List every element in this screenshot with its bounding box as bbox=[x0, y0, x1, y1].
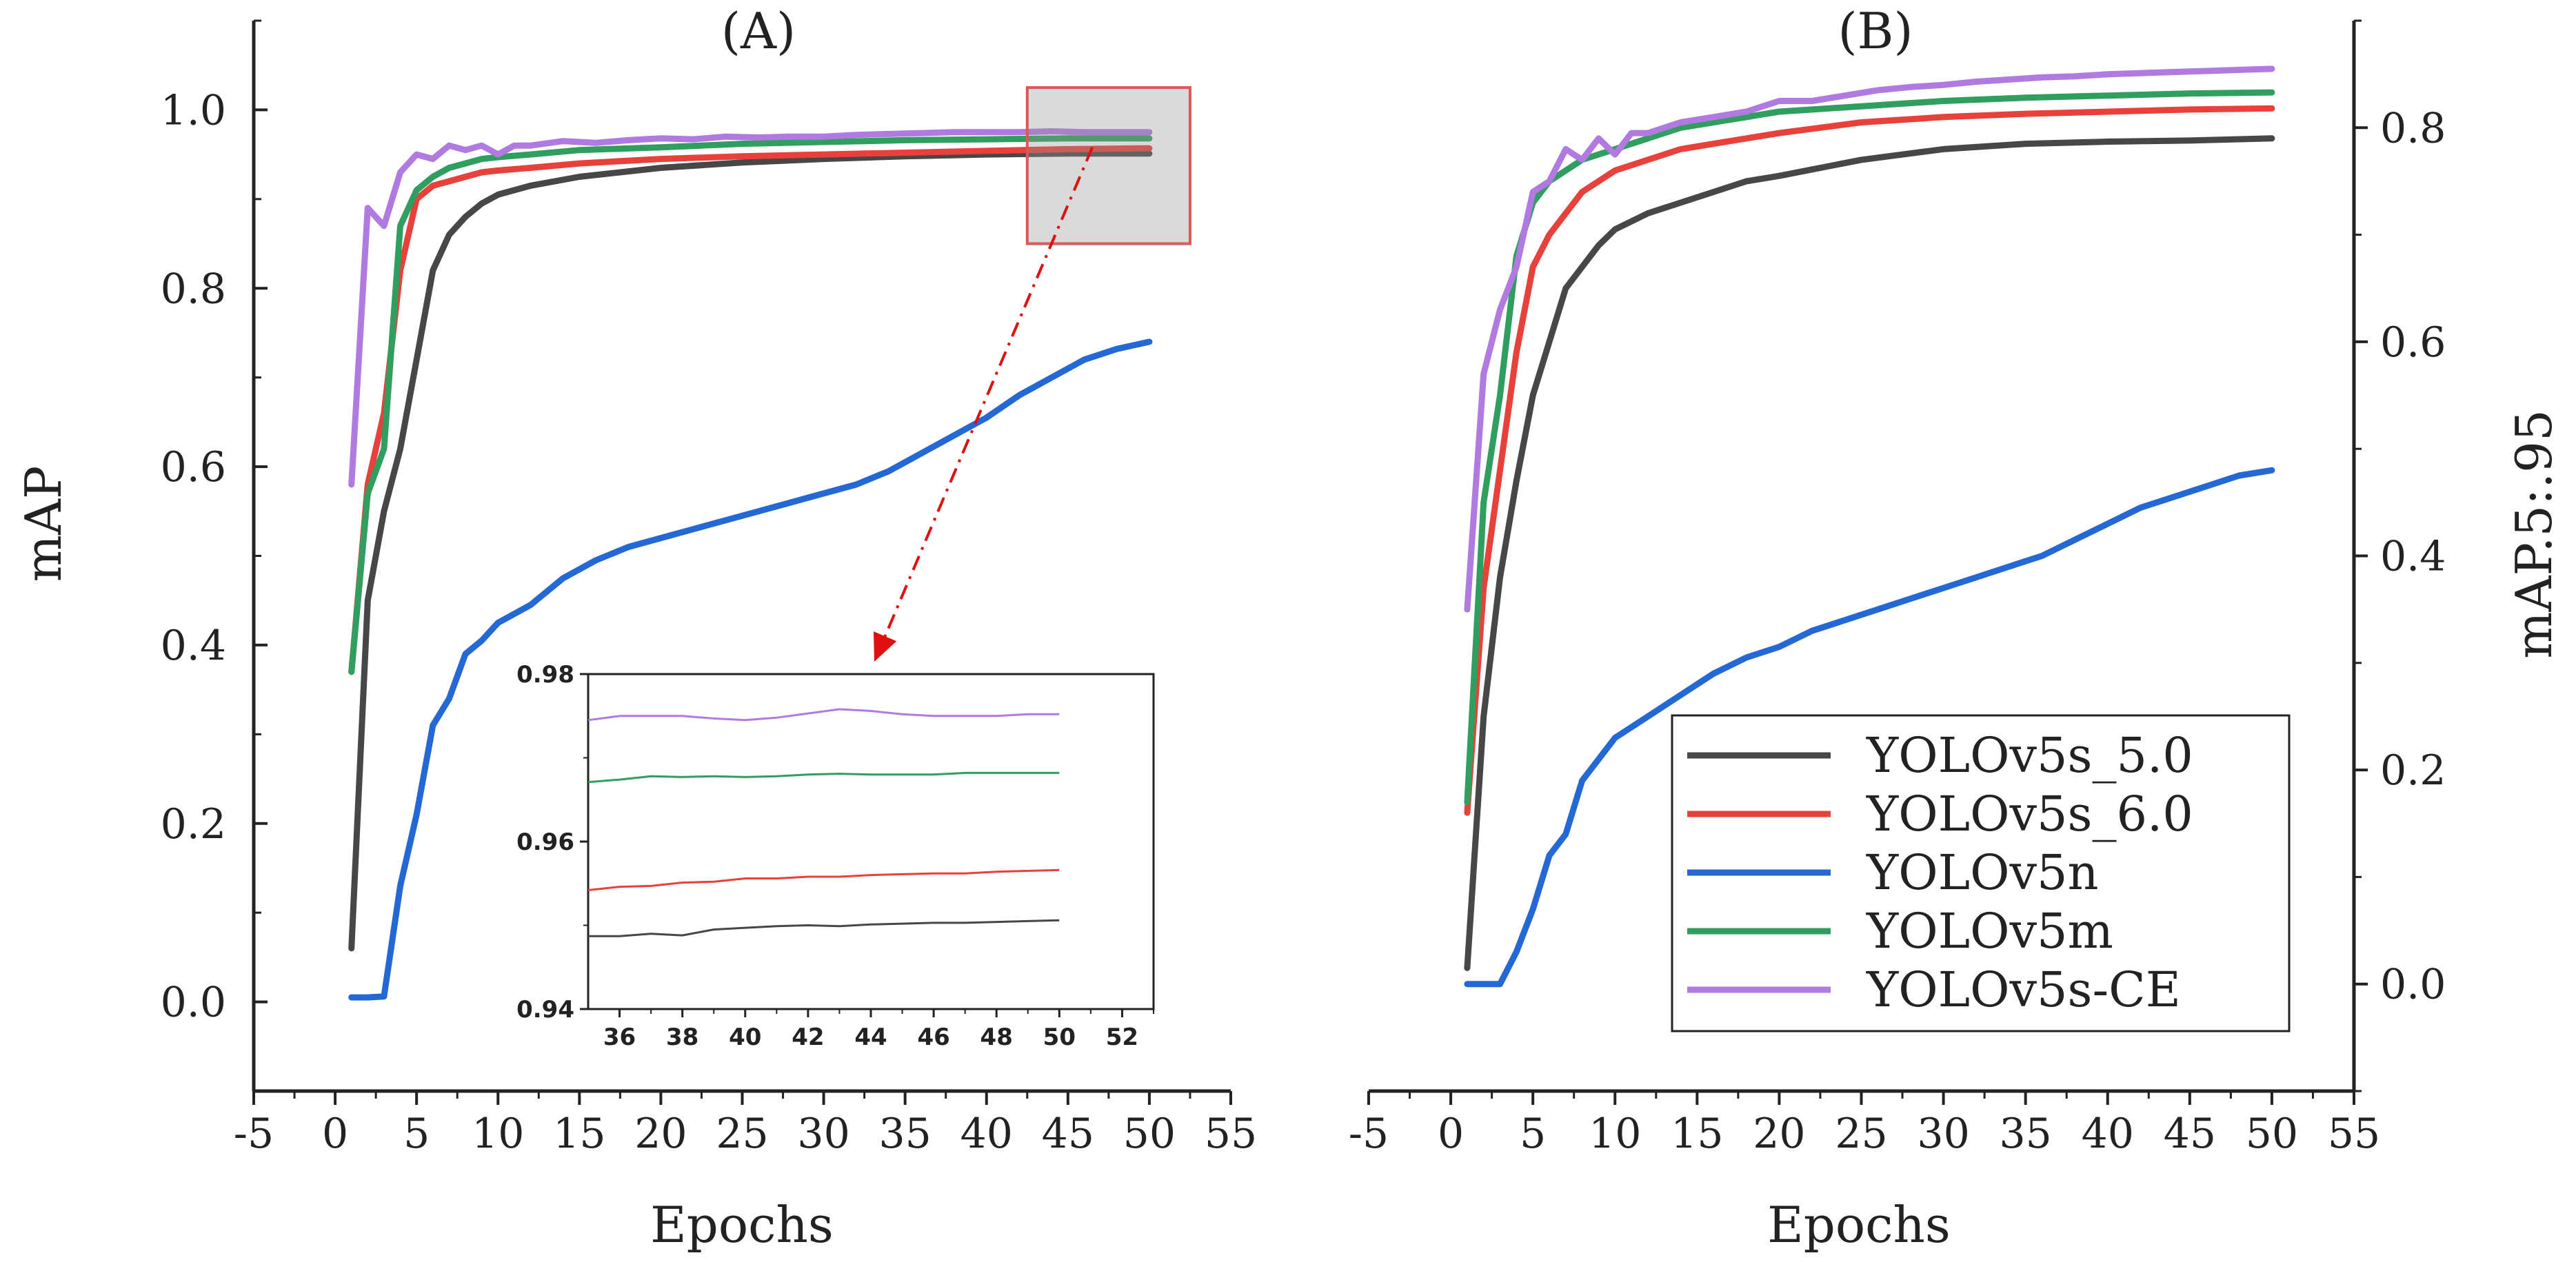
inset-x-tick-label: 40 bbox=[729, 1024, 761, 1051]
x-tick-label: 5 bbox=[403, 1110, 430, 1158]
x-tick-label: -5 bbox=[234, 1110, 274, 1158]
y-tick-label: 0.4 bbox=[161, 622, 226, 670]
inset-y-tick-label: 0.98 bbox=[516, 661, 574, 689]
zoom-region-box bbox=[1025, 86, 1191, 245]
series-line-yolov5s-5-0 bbox=[348, 150, 1153, 952]
legend-label-yolov5s-6-0: YOLOv5s_6.0 bbox=[1866, 786, 2193, 842]
inset-series bbox=[587, 708, 1060, 937]
series-line-yolov5n bbox=[348, 338, 1153, 1001]
panel-a-y-ticks: 0.0 0.2 0.4 0.6 0.8 1.0 bbox=[161, 19, 268, 1092]
x-tick-label: 55 bbox=[2328, 1110, 2380, 1158]
panel-b-y-ticks: 0.0 0.2 0.4 0.6 0.8 bbox=[2354, 19, 2446, 1092]
x-tick-label: 15 bbox=[1671, 1110, 1723, 1158]
x-tick-label: 15 bbox=[553, 1110, 605, 1158]
inset-series-line-yolov5s-ce bbox=[587, 708, 1060, 722]
series-line-yolov5s-6-0 bbox=[1464, 105, 2275, 816]
legend: YOLOv5s_5.0YOLOv5s_6.0YOLOv5nYOLOv5mYOLO… bbox=[1671, 714, 2291, 1032]
x-tick-label: 0 bbox=[322, 1110, 348, 1158]
inset-zoom-chart: 36 38 40 42 44 46 48 50 52 0.94 0.96 0.98 bbox=[516, 661, 1155, 1051]
x-tick-label: 10 bbox=[472, 1110, 524, 1158]
y-tick-label: 0.8 bbox=[2380, 104, 2446, 152]
legend-label-yolov5s-ce: YOLOv5s-CE bbox=[1866, 961, 2181, 1018]
panel-a-x-axis-label: Epochs bbox=[650, 1196, 834, 1254]
y-tick-label: 1.0 bbox=[161, 86, 226, 134]
inset-x-tick-label: 50 bbox=[1043, 1024, 1076, 1051]
x-tick-label: 40 bbox=[960, 1110, 1013, 1158]
y-tick-label: 0.8 bbox=[161, 265, 226, 313]
legend-label-yolov5n: YOLOv5n bbox=[1866, 844, 2099, 901]
y-tick-label: 0.0 bbox=[161, 979, 226, 1027]
x-tick-label: 25 bbox=[1835, 1110, 1887, 1158]
x-tick-label: 50 bbox=[1123, 1110, 1176, 1158]
x-tick-label: 30 bbox=[797, 1110, 849, 1158]
inset-x-tick-label: 48 bbox=[980, 1024, 1013, 1051]
panel-a-y-axis-label: mAP bbox=[14, 466, 72, 582]
y-tick-label: 0.2 bbox=[161, 800, 226, 848]
panel-a-x-ticks: -5 0 5 10 15 20 25 30 35 40 45 50 55 bbox=[234, 1091, 1257, 1158]
x-tick-label: -5 bbox=[1349, 1110, 1389, 1158]
panel-b-series bbox=[1464, 65, 2275, 988]
x-tick-label: 35 bbox=[1999, 1110, 2051, 1158]
panel-b-title: (B) bbox=[1838, 2, 1913, 60]
series-line-yolov5n bbox=[1464, 467, 2275, 988]
x-tick-label: 5 bbox=[1520, 1110, 1546, 1158]
x-tick-label: 45 bbox=[2164, 1110, 2216, 1158]
x-tick-label: 20 bbox=[1753, 1110, 1805, 1158]
y-tick-label: 0.2 bbox=[2380, 746, 2446, 795]
x-tick-label: 55 bbox=[1205, 1110, 1257, 1158]
x-tick-label: 10 bbox=[1589, 1110, 1641, 1158]
legend-label-yolov5m: YOLOv5m bbox=[1866, 903, 2113, 959]
x-tick-label: 45 bbox=[1042, 1110, 1094, 1158]
inset-series-line-yolov5m bbox=[587, 771, 1060, 784]
panel-b-x-ticks: -5 0 5 10 15 20 25 30 35 40 45 50 55 bbox=[1349, 1091, 2380, 1158]
series-line-yolov5s-5-0 bbox=[1464, 135, 2275, 971]
x-tick-label: 20 bbox=[634, 1110, 687, 1158]
y-tick-label: 0.6 bbox=[161, 443, 226, 491]
inset-x-tick-label: 42 bbox=[792, 1024, 824, 1051]
inset-series-line-yolov5s-5-0 bbox=[588, 919, 1060, 937]
legend-label-yolov5s-5-0: YOLOv5s_5.0 bbox=[1866, 727, 2193, 784]
series-line-yolov5s-ce bbox=[348, 128, 1153, 488]
panel-b: (B) -5 0 5 10 15 20 25 30 35 40 45 50 55 0.00.20.40.… bbox=[1349, 2, 2563, 1254]
y-tick-label: 0.0 bbox=[2380, 961, 2446, 1009]
panel-a-title: (A) bbox=[721, 2, 796, 60]
panel-b-y-axis-label: mAP.5:.95 bbox=[2505, 409, 2563, 659]
inset-x-tick-label: 52 bbox=[1106, 1024, 1138, 1051]
inset-x-tick-label: 36 bbox=[603, 1024, 636, 1051]
zoom-arrowhead bbox=[874, 631, 897, 662]
inset-ticks: 36 38 40 42 44 46 48 50 52 0.94 0.96 0.98 bbox=[516, 661, 1154, 1051]
y-tick-label: 0.4 bbox=[2380, 533, 2446, 581]
x-tick-label: 25 bbox=[716, 1110, 768, 1158]
panel-a-series bbox=[348, 128, 1153, 1001]
x-tick-label: 30 bbox=[1917, 1110, 1969, 1158]
series-line-yolov5s-ce bbox=[1464, 65, 2275, 613]
x-tick-label: 0 bbox=[1438, 1110, 1464, 1158]
panel-a: (A) -5 0 5 10 15 20 25 30 35 40 45 50 55 0.00.20.40.… bbox=[14, 2, 1257, 1254]
inset-y-tick-label: 0.96 bbox=[516, 828, 574, 856]
inset-x-tick-label: 46 bbox=[917, 1024, 949, 1051]
y-tick-label: 0.6 bbox=[2380, 318, 2446, 367]
panel-b-x-axis-label: Epochs bbox=[1767, 1196, 1951, 1254]
x-tick-label: 35 bbox=[878, 1110, 931, 1158]
inset-y-tick-label: 0.94 bbox=[516, 996, 574, 1024]
x-tick-label: 50 bbox=[2246, 1110, 2298, 1158]
inset-x-tick-label: 38 bbox=[666, 1024, 698, 1051]
inset-x-tick-label: 44 bbox=[854, 1024, 887, 1051]
series-line-yolov5s-6-0 bbox=[348, 145, 1153, 675]
x-tick-label: 40 bbox=[2082, 1110, 2134, 1158]
inset-series-line-yolov5s-6-0 bbox=[587, 868, 1060, 891]
